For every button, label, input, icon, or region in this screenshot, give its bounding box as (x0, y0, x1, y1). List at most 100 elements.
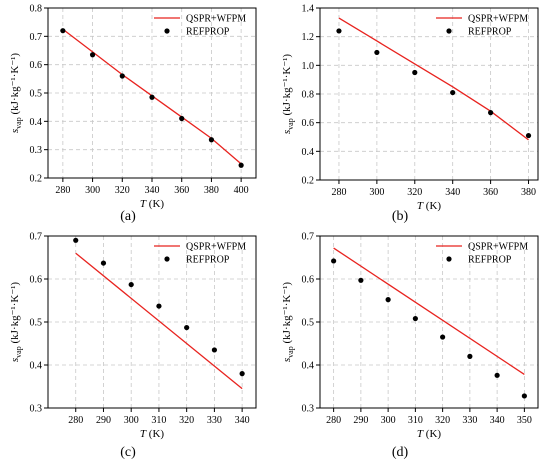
data-point-refprop (494, 372, 500, 378)
data-point-refprop (60, 28, 66, 34)
y-axis-label: svap (kJ·kg⁻¹·K⁻¹) (281, 282, 295, 363)
data-point-refprop (488, 110, 494, 116)
data-point-refprop (525, 132, 532, 139)
x-axis-unit: (K) (423, 200, 441, 212)
x-tick-label: 280 (326, 415, 341, 426)
y-axis-label: svap (kJ·kg⁻¹·K⁻¹) (281, 54, 295, 135)
series-line-qspr-wfpm (75, 252, 243, 390)
x-axis-variable: T (140, 198, 147, 210)
legend-point-swatch (446, 28, 452, 34)
y-axis-label: svap (kJ·kg⁻¹·K⁻¹) (9, 53, 23, 134)
y-tick-label: 0.2 (302, 176, 315, 187)
x-tick-label: 280 (55, 185, 70, 196)
y-tick-label: 0.4 (302, 361, 315, 372)
data-point-refprop (73, 237, 79, 243)
x-tick-label: 340 (145, 185, 160, 196)
y-tick-label: 0.4 (30, 117, 43, 128)
y-tick-label: 0.4 (302, 147, 315, 158)
data-point-refprop (149, 94, 155, 100)
x-axis-variable: T (417, 428, 424, 440)
x-axis-label: T (K) (417, 428, 441, 440)
data-point-refprop (184, 324, 190, 331)
y-tick-label: 1.2 (302, 32, 315, 43)
data-point-refprop (89, 52, 96, 58)
y-axis-subscript: vap (14, 117, 23, 129)
data-point-refprop (385, 297, 391, 303)
panel-caption: (b) (392, 209, 409, 224)
y-tick-label: 1.0 (302, 61, 315, 72)
x-tick-label: 340 (235, 415, 250, 426)
legend-label: QSPR+WFPM (468, 242, 528, 253)
y-tick-label: 0.3 (30, 145, 43, 156)
y-tick-label: 0.6 (30, 60, 43, 71)
x-tick-label: 300 (381, 415, 396, 426)
x-axis-variable: T (417, 200, 424, 212)
data-point-refprop (358, 277, 364, 283)
data-point-refprop (100, 260, 107, 266)
x-tick-label: 290 (96, 415, 111, 426)
data-point-refprop (412, 69, 418, 76)
x-axis-unit: (K) (146, 198, 164, 210)
x-tick-label: 310 (151, 415, 166, 426)
legend-point-swatch (164, 28, 170, 34)
y-axis-variable: s (281, 130, 293, 134)
x-tick-label: 320 (407, 187, 422, 198)
data-point-refprop (331, 258, 337, 264)
x-axis-variable: T (140, 428, 147, 440)
y-axis-unit: (kJ·kg⁻¹·K⁻¹) (281, 54, 293, 119)
data-point-refprop (156, 303, 162, 309)
x-tick-label: 340 (445, 187, 460, 198)
x-tick-label: 280 (331, 187, 346, 198)
series-line-qspr-wfpm (333, 247, 525, 376)
legend-label: QSPR+WFPM (186, 14, 246, 25)
y-tick-label: 0.5 (30, 89, 43, 100)
x-axis-label: T (K) (140, 198, 164, 210)
x-tick-label: 340 (490, 415, 505, 426)
chart-panel-c: 280 290 300 310 320 330 340 0.3 0.4 0.5 0.6 0.7 T (K… (9, 232, 257, 460)
chart-panel-b: 280 300 320 340 360 380 0.2 0.4 0.6 0.8 1.0 1.2 1.4 T… (281, 4, 539, 224)
x-tick-label: 300 (85, 185, 100, 196)
y-tick-label: 0.6 (302, 118, 315, 129)
x-axis-label: T (K) (140, 428, 164, 440)
x-tick-label: 320 (115, 185, 130, 196)
x-tick-label: 380 (204, 185, 219, 196)
y-tick-label: 0.8 (30, 4, 43, 15)
panel-caption: (d) (392, 445, 409, 460)
data-point-refprop (238, 162, 244, 168)
chart-panel-d: 280 290 300 310 320 330 340 350 0.3 0.4 0.5 0.6 0.7 T… (281, 232, 539, 460)
y-tick-label: 0.6 (302, 275, 315, 286)
legend-label: REFPROP (186, 27, 230, 38)
y-tick-label: 0.4 (30, 361, 43, 372)
data-point-refprop (521, 393, 527, 399)
legend-label: REFPROP (186, 255, 230, 266)
data-point-refprop (374, 49, 380, 56)
panel-caption: (c) (120, 445, 136, 460)
y-tick-label: 0.7 (30, 232, 43, 243)
legend-label: QSPR+WFPM (468, 14, 528, 25)
series-line-qspr-wfpm (338, 17, 529, 141)
y-tick-label: 0.2 (30, 174, 43, 185)
y-axis-unit: (kJ·kg⁻¹·K⁻¹) (281, 282, 293, 347)
y-tick-label: 1.4 (302, 4, 315, 15)
y-axis-variable: s (281, 358, 293, 362)
data-point-refprop (450, 89, 456, 96)
y-axis-label: svap (kJ·kg⁻¹·K⁻¹) (9, 282, 23, 363)
y-tick-label: 0.3 (30, 404, 43, 415)
data-point-refprop (467, 353, 473, 359)
data-point-refprop (336, 28, 342, 34)
legend-point-swatch (164, 256, 170, 262)
data-point-refprop (208, 137, 215, 143)
x-tick-label: 300 (124, 415, 139, 426)
y-axis-variable: s (9, 358, 21, 362)
legend-point-swatch (446, 256, 452, 262)
panel-caption: (a) (120, 209, 136, 224)
x-tick-label: 330 (462, 415, 477, 426)
data-point-refprop (440, 334, 446, 340)
y-axis-variable: s (9, 129, 21, 133)
y-axis-subscript: vap (14, 346, 23, 358)
y-axis-subscript: vap (286, 118, 295, 130)
data-point-refprop (128, 281, 134, 288)
y-tick-label: 0.7 (30, 32, 43, 43)
y-tick-label: 0.5 (302, 318, 315, 329)
